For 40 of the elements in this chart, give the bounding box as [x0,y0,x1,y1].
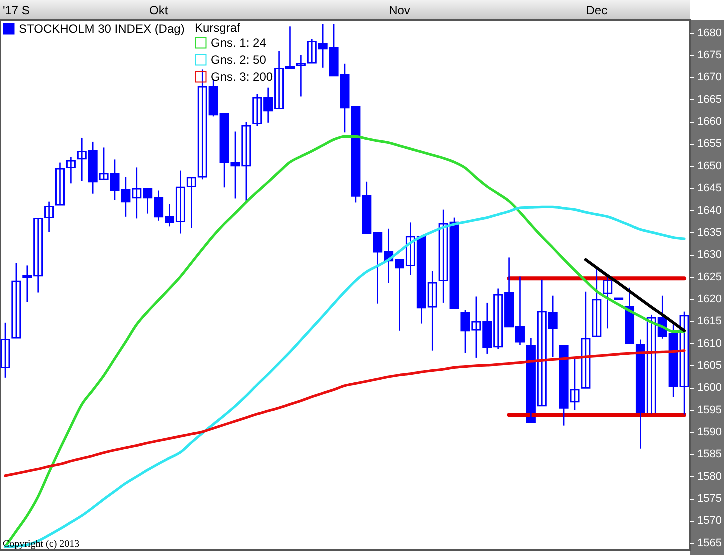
y-tick-label: 1585 [698,448,722,461]
y-tick-label: 1575 [698,493,722,506]
y-tick-label: 1600 [698,382,722,394]
line-series [584,258,686,332]
legend-label: Gns. 3: 200 [211,70,274,84]
y-tick-label: 1675 [698,50,722,62]
y-tick-label: 1645 [698,182,722,195]
legend-title: Kursgraf [195,21,242,35]
y-tick-label: 1670 [698,72,722,84]
x-tick-label: Dec [586,4,608,18]
y-tick-label: 1590 [698,426,722,439]
y-tick-label: 1625 [698,271,722,284]
y-tick-label: 1630 [698,249,722,262]
x-tick-label: '17 S [2,4,30,18]
y-tick-label: 1635 [698,226,722,239]
legend-label: Gns. 1: 24 [211,36,267,50]
y-tick-label: 1570 [698,515,722,528]
y-tick-label: 1655 [698,138,722,150]
y-tick-label: 1640 [698,204,722,217]
y-tick-label: 1650 [698,160,722,172]
x-tick-label: Nov [389,4,410,18]
line-series [4,350,686,478]
legend-label: STOCKHOLM 30 INDEX (Dag) [19,22,185,36]
candlestick [12,262,22,339]
legend-label: Gns. 2: 50 [211,53,267,67]
y-tick-label: 1680 [698,27,722,40]
y-tick-label: 1620 [698,293,722,306]
x-tick-label: Okt [149,4,169,18]
y-tick-label: 1565 [698,537,722,550]
y-tick-label: 1660 [698,116,722,128]
y-tick-label: 1610 [698,338,722,350]
candlestick [614,298,624,300]
line-series [4,206,686,548]
y-tick-label: 1580 [698,470,722,483]
y-tick-label: 1665 [698,94,722,106]
line-series [4,135,686,548]
y-tick-label: 1595 [698,404,722,416]
y-tick-label: 1605 [698,360,722,372]
candlestick [0,322,10,379]
y-tick-label: 1615 [698,316,722,328]
